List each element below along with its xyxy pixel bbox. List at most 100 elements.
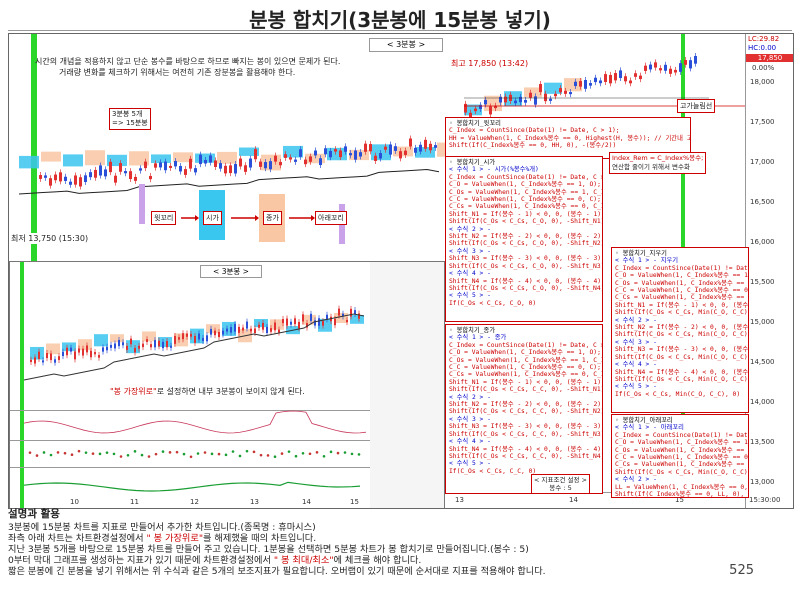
- inset-chart-canvas[interactable]: [10, 262, 444, 508]
- candle-body: [210, 328, 212, 335]
- merged-bar-block: [524, 87, 542, 98]
- code-line: < 수식 2 > -: [615, 476, 657, 484]
- candle-body: [59, 172, 62, 182]
- bar5-label: 3분봉 5개 => 15분봉: [109, 108, 151, 130]
- time-label-13: 13: [455, 496, 464, 504]
- candle-body: [284, 154, 287, 158]
- main-chart-panel[interactable]: < 3분봉 > 시간의 개념을 적용하지 않고 단순 봉수를 바탕으로 하므로 …: [8, 33, 794, 509]
- candle-body: [78, 348, 80, 353]
- current-price-badge: 17,850: [746, 54, 793, 62]
- main-chart-canvas[interactable]: [9, 34, 793, 508]
- merged-bar-block: [393, 146, 413, 157]
- price-axis[interactable]: LC:29.82 HC:0.00 17,850 0.00% 18,000 17,5…: [745, 34, 793, 508]
- flow-wick-up-bar: [139, 184, 145, 224]
- index-rem-line1: Index_Rem = C_Index%봉수;: [612, 154, 704, 162]
- code-line: < 수식 1 > - 시가(%봉수%개): [449, 166, 539, 174]
- code-box-5-lines: < 수식 1 > - 아래꼬리 C_Index = CountSince(Date…: [615, 424, 748, 497]
- merged-bar-block: [30, 346, 44, 360]
- merged-bar-block: [94, 334, 108, 347]
- candle-body: [298, 321, 300, 329]
- indicator-condition-note: < 지표조건 설정 > 봉수 : 5: [531, 474, 590, 494]
- candle-body: [338, 308, 340, 316]
- candle-body: [359, 152, 362, 157]
- merged-bar-block: [217, 151, 237, 164]
- explain-heading: 설명과 활용: [8, 508, 60, 520]
- code-line: If(C_Os < C_Cs, C_O, 0): [449, 299, 537, 307]
- candle-body: [259, 161, 262, 167]
- merged-bar-block: [222, 321, 236, 336]
- time-label-end: 15:30:00: [749, 496, 781, 504]
- candle-body: [484, 99, 487, 105]
- code-line: < 수식 3 > -: [615, 338, 657, 346]
- candle-body: [339, 150, 342, 158]
- inset-step-line: [23, 313, 365, 381]
- candle-body: [224, 165, 227, 174]
- candle-body: [174, 161, 177, 167]
- explain-line4-suffix: 에 체크를 해야 합니다.: [333, 555, 422, 566]
- time-label-15: 15: [675, 496, 684, 504]
- candle-body: [464, 103, 467, 113]
- candle-body: [689, 60, 692, 69]
- bar5-label-line2: => 15분봉: [112, 119, 148, 127]
- candle-body: [574, 81, 577, 87]
- candle-body: [154, 340, 156, 348]
- code-line: Shift_N3 = If(봉수 - 3) < 0, 0, (봉수 - 3));: [449, 423, 603, 431]
- code-line: < 수식 1 > - 종가: [449, 334, 507, 342]
- signal-dot: [77, 449, 81, 453]
- candle-body: [364, 143, 367, 152]
- code-line: C_Cs = ValueWhen(1, C_Index%봉수 == 0, C_I…: [449, 371, 602, 379]
- candle-body: [114, 343, 116, 349]
- candle-body: [206, 335, 208, 342]
- candle-body: [329, 150, 332, 158]
- candle-body: [584, 80, 587, 89]
- merged-bar-block: [158, 337, 172, 347]
- inset-chart-header: < 3분봉 >: [200, 265, 262, 278]
- code-line: C_C = ValueWhen(1, C_Index%봉수 == 0, C);: [615, 454, 748, 462]
- inset-time-11: 11: [130, 498, 139, 506]
- candle-body: [58, 356, 60, 360]
- merged-bar-block: [19, 155, 39, 169]
- candle-body: [102, 347, 104, 352]
- candle-body: [318, 318, 320, 326]
- bar5-label-line1: 3분봉 5개: [112, 110, 143, 118]
- signal-dot: [84, 451, 88, 454]
- candle-body: [358, 313, 360, 319]
- candle-body: [619, 70, 622, 79]
- candle-body: [274, 322, 276, 331]
- candle-body: [182, 333, 184, 340]
- candle-body: [154, 163, 157, 168]
- inset-chart-panel[interactable]: < 3분봉 > "봉 가장위로"로 설정하면 내부 3분봉이 보이지 않게 된다…: [9, 261, 445, 508]
- candle-body: [194, 168, 197, 173]
- signal-dot: [259, 453, 263, 457]
- candle-body: [129, 171, 132, 180]
- code-line: Shift(If(C_Os < C_Cs, C_O, 0), -Shift_N3…: [449, 262, 603, 270]
- code-line: Shift_N2 = If(봉수 - 2) < 0, 0, (봉수 - 2));: [449, 233, 603, 241]
- signal-dot: [231, 450, 235, 453]
- signal-dot: [308, 452, 312, 456]
- signal-dot: [301, 451, 305, 455]
- index-rem-note: Index_Rem = C_Index%봉수; 연산함 줄이기 위해서 변수화: [609, 152, 707, 174]
- signal-dot: [217, 452, 221, 456]
- signal-dot: [70, 453, 74, 457]
- merged-bar-block: [78, 339, 92, 351]
- indicator-condition-line2: 봉수 : 5: [549, 484, 572, 492]
- price-tick-label: 15,000: [750, 318, 775, 326]
- signal-dot: [42, 451, 46, 454]
- merged-bar-block: [126, 340, 140, 354]
- candle-body: [230, 327, 232, 333]
- signal-dot: [252, 450, 256, 454]
- code-box-3-lines: < 수식 1 > - 종가 C_Index = CountSince(Date(1…: [449, 334, 603, 475]
- candle-body: [489, 106, 492, 115]
- merged-bar-block: [62, 342, 76, 352]
- candle-body: [46, 353, 48, 359]
- candle-body: [54, 174, 57, 181]
- merged-bar-block: [504, 91, 522, 107]
- candle-body: [519, 96, 522, 103]
- candle-body: [166, 340, 168, 348]
- candle-body: [569, 92, 572, 95]
- candle-body: [679, 63, 682, 72]
- candle-body: [294, 159, 297, 162]
- candle-body: [249, 158, 252, 168]
- merged-bar-block: [270, 319, 284, 330]
- candle-body: [170, 345, 172, 348]
